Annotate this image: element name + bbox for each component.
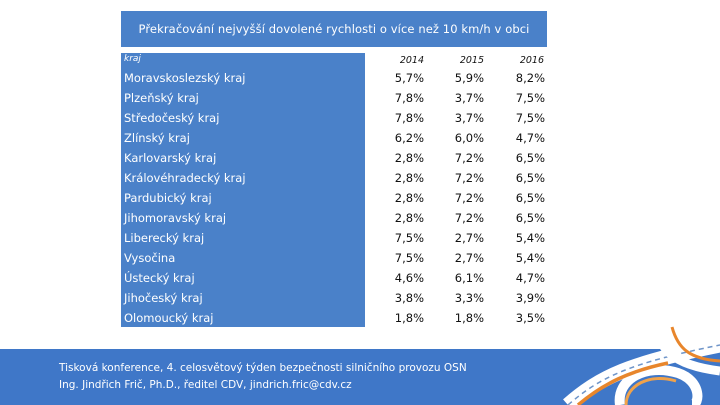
value-2015: 3,7%	[454, 111, 484, 125]
footer-text: Tisková konference, 4. celosvětový týden…	[59, 360, 467, 394]
value-2016: 7,5%	[515, 91, 545, 105]
value-2014: 7,5%	[394, 251, 424, 265]
value-2015: 3,3%	[454, 291, 484, 305]
table-row: Vysočina 7,5% 2,7% 5,4%	[121, 248, 547, 268]
region-name: Pardubický kraj	[124, 191, 212, 205]
value-2016: 7,5%	[515, 111, 545, 125]
value-2014: 5,7%	[394, 71, 424, 85]
value-2014: 1,8%	[394, 311, 424, 325]
year-header-2014: 2014	[399, 55, 424, 66]
table-row: Jihočeský kraj 3,8% 3,3% 3,9%	[121, 288, 547, 308]
table-row: Olomoucký kraj 1,8% 1,8% 3,5%	[121, 308, 547, 328]
value-2016: 5,4%	[515, 231, 545, 245]
value-2015: 6,1%	[454, 271, 484, 285]
region-column-background	[121, 53, 365, 327]
value-2016: 6,5%	[515, 191, 545, 205]
table-header-row: kraj 2014 2015 2016	[121, 53, 547, 68]
region-name: Jihomoravský kraj	[124, 211, 227, 225]
table-row: Moravskoslezský kraj 5,7% 5,9% 8,2%	[121, 68, 547, 88]
data-table: kraj 2014 2015 2016 Moravskoslezský kraj…	[121, 53, 547, 327]
value-2014: 7,8%	[394, 91, 424, 105]
value-2015: 7,2%	[454, 191, 484, 205]
value-2015: 5,9%	[454, 71, 484, 85]
value-2016: 5,4%	[515, 251, 545, 265]
value-2016: 6,5%	[515, 151, 545, 165]
value-2015: 3,7%	[454, 91, 484, 105]
table-row: Plzeňský kraj 7,8% 3,7% 7,5%	[121, 88, 547, 108]
region-name: Jihočeský kraj	[124, 291, 203, 305]
table-row: Liberecký kraj 7,5% 2,7% 5,4%	[121, 228, 547, 248]
value-2016: 4,7%	[515, 271, 545, 285]
footer-conference-line: Tisková konference, 4. celosvětový týden…	[59, 362, 467, 374]
slide-title: Překračování nejvyšší dovolené rychlosti…	[121, 11, 547, 47]
slide-title-text: Překračování nejvyšší dovolené rychlosti…	[138, 22, 530, 36]
region-name: Liberecký kraj	[124, 231, 205, 245]
footer-author-line: Ing. Jindřich Frič, Ph.D., ředitel CDV, …	[59, 379, 352, 391]
year-header-2016: 2016	[519, 55, 544, 66]
value-2015: 7,2%	[454, 211, 484, 225]
region-name: Karlovarský kraj	[124, 151, 217, 165]
region-name: Královéhradecký kraj	[124, 171, 246, 185]
value-2016: 6,5%	[515, 211, 545, 225]
value-2014: 2,8%	[394, 151, 424, 165]
value-2014: 2,8%	[394, 211, 424, 225]
value-2014: 4,6%	[394, 271, 424, 285]
value-2015: 2,7%	[454, 251, 484, 265]
value-2014: 3,8%	[394, 291, 424, 305]
year-header-2015: 2015	[459, 55, 484, 66]
value-2016: 8,2%	[515, 71, 545, 85]
region-header: kraj	[124, 54, 141, 64]
table-row: Ústecký kraj 4,6% 6,1% 4,7%	[121, 268, 547, 288]
table-row: Jihomoravský kraj 2,8% 7,2% 6,5%	[121, 208, 547, 228]
value-2016: 3,9%	[515, 291, 545, 305]
value-2014: 2,8%	[394, 191, 424, 205]
value-2014: 2,8%	[394, 171, 424, 185]
value-2014: 6,2%	[394, 131, 424, 145]
value-2014: 7,8%	[394, 111, 424, 125]
value-2015: 6,0%	[454, 131, 484, 145]
region-name: Zlínský kraj	[124, 131, 190, 145]
table-row: Pardubický kraj 2,8% 7,2% 6,5%	[121, 188, 547, 208]
value-2014: 7,5%	[394, 231, 424, 245]
value-2016: 6,5%	[515, 171, 545, 185]
value-2015: 7,2%	[454, 171, 484, 185]
region-name: Vysočina	[124, 251, 176, 265]
region-name: Olomoucký kraj	[124, 311, 214, 325]
table-row: Královéhradecký kraj 2,8% 7,2% 6,5%	[121, 168, 547, 188]
value-2016: 4,7%	[515, 131, 545, 145]
value-2015: 7,2%	[454, 151, 484, 165]
road-interchange-icon	[563, 319, 720, 405]
region-name: Ústecký kraj	[124, 271, 195, 285]
value-2015: 2,7%	[454, 231, 484, 245]
region-name: Středočeský kraj	[124, 111, 220, 125]
region-name: Moravskoslezský kraj	[124, 71, 246, 85]
table-row: Zlínský kraj 6,2% 6,0% 4,7%	[121, 128, 547, 148]
value-2015: 1,8%	[454, 311, 484, 325]
table-row: Středočeský kraj 7,8% 3,7% 7,5%	[121, 108, 547, 128]
value-2016: 3,5%	[515, 311, 545, 325]
region-name: Plzeňský kraj	[124, 91, 199, 105]
table-row: Karlovarský kraj 2,8% 7,2% 6,5%	[121, 148, 547, 168]
